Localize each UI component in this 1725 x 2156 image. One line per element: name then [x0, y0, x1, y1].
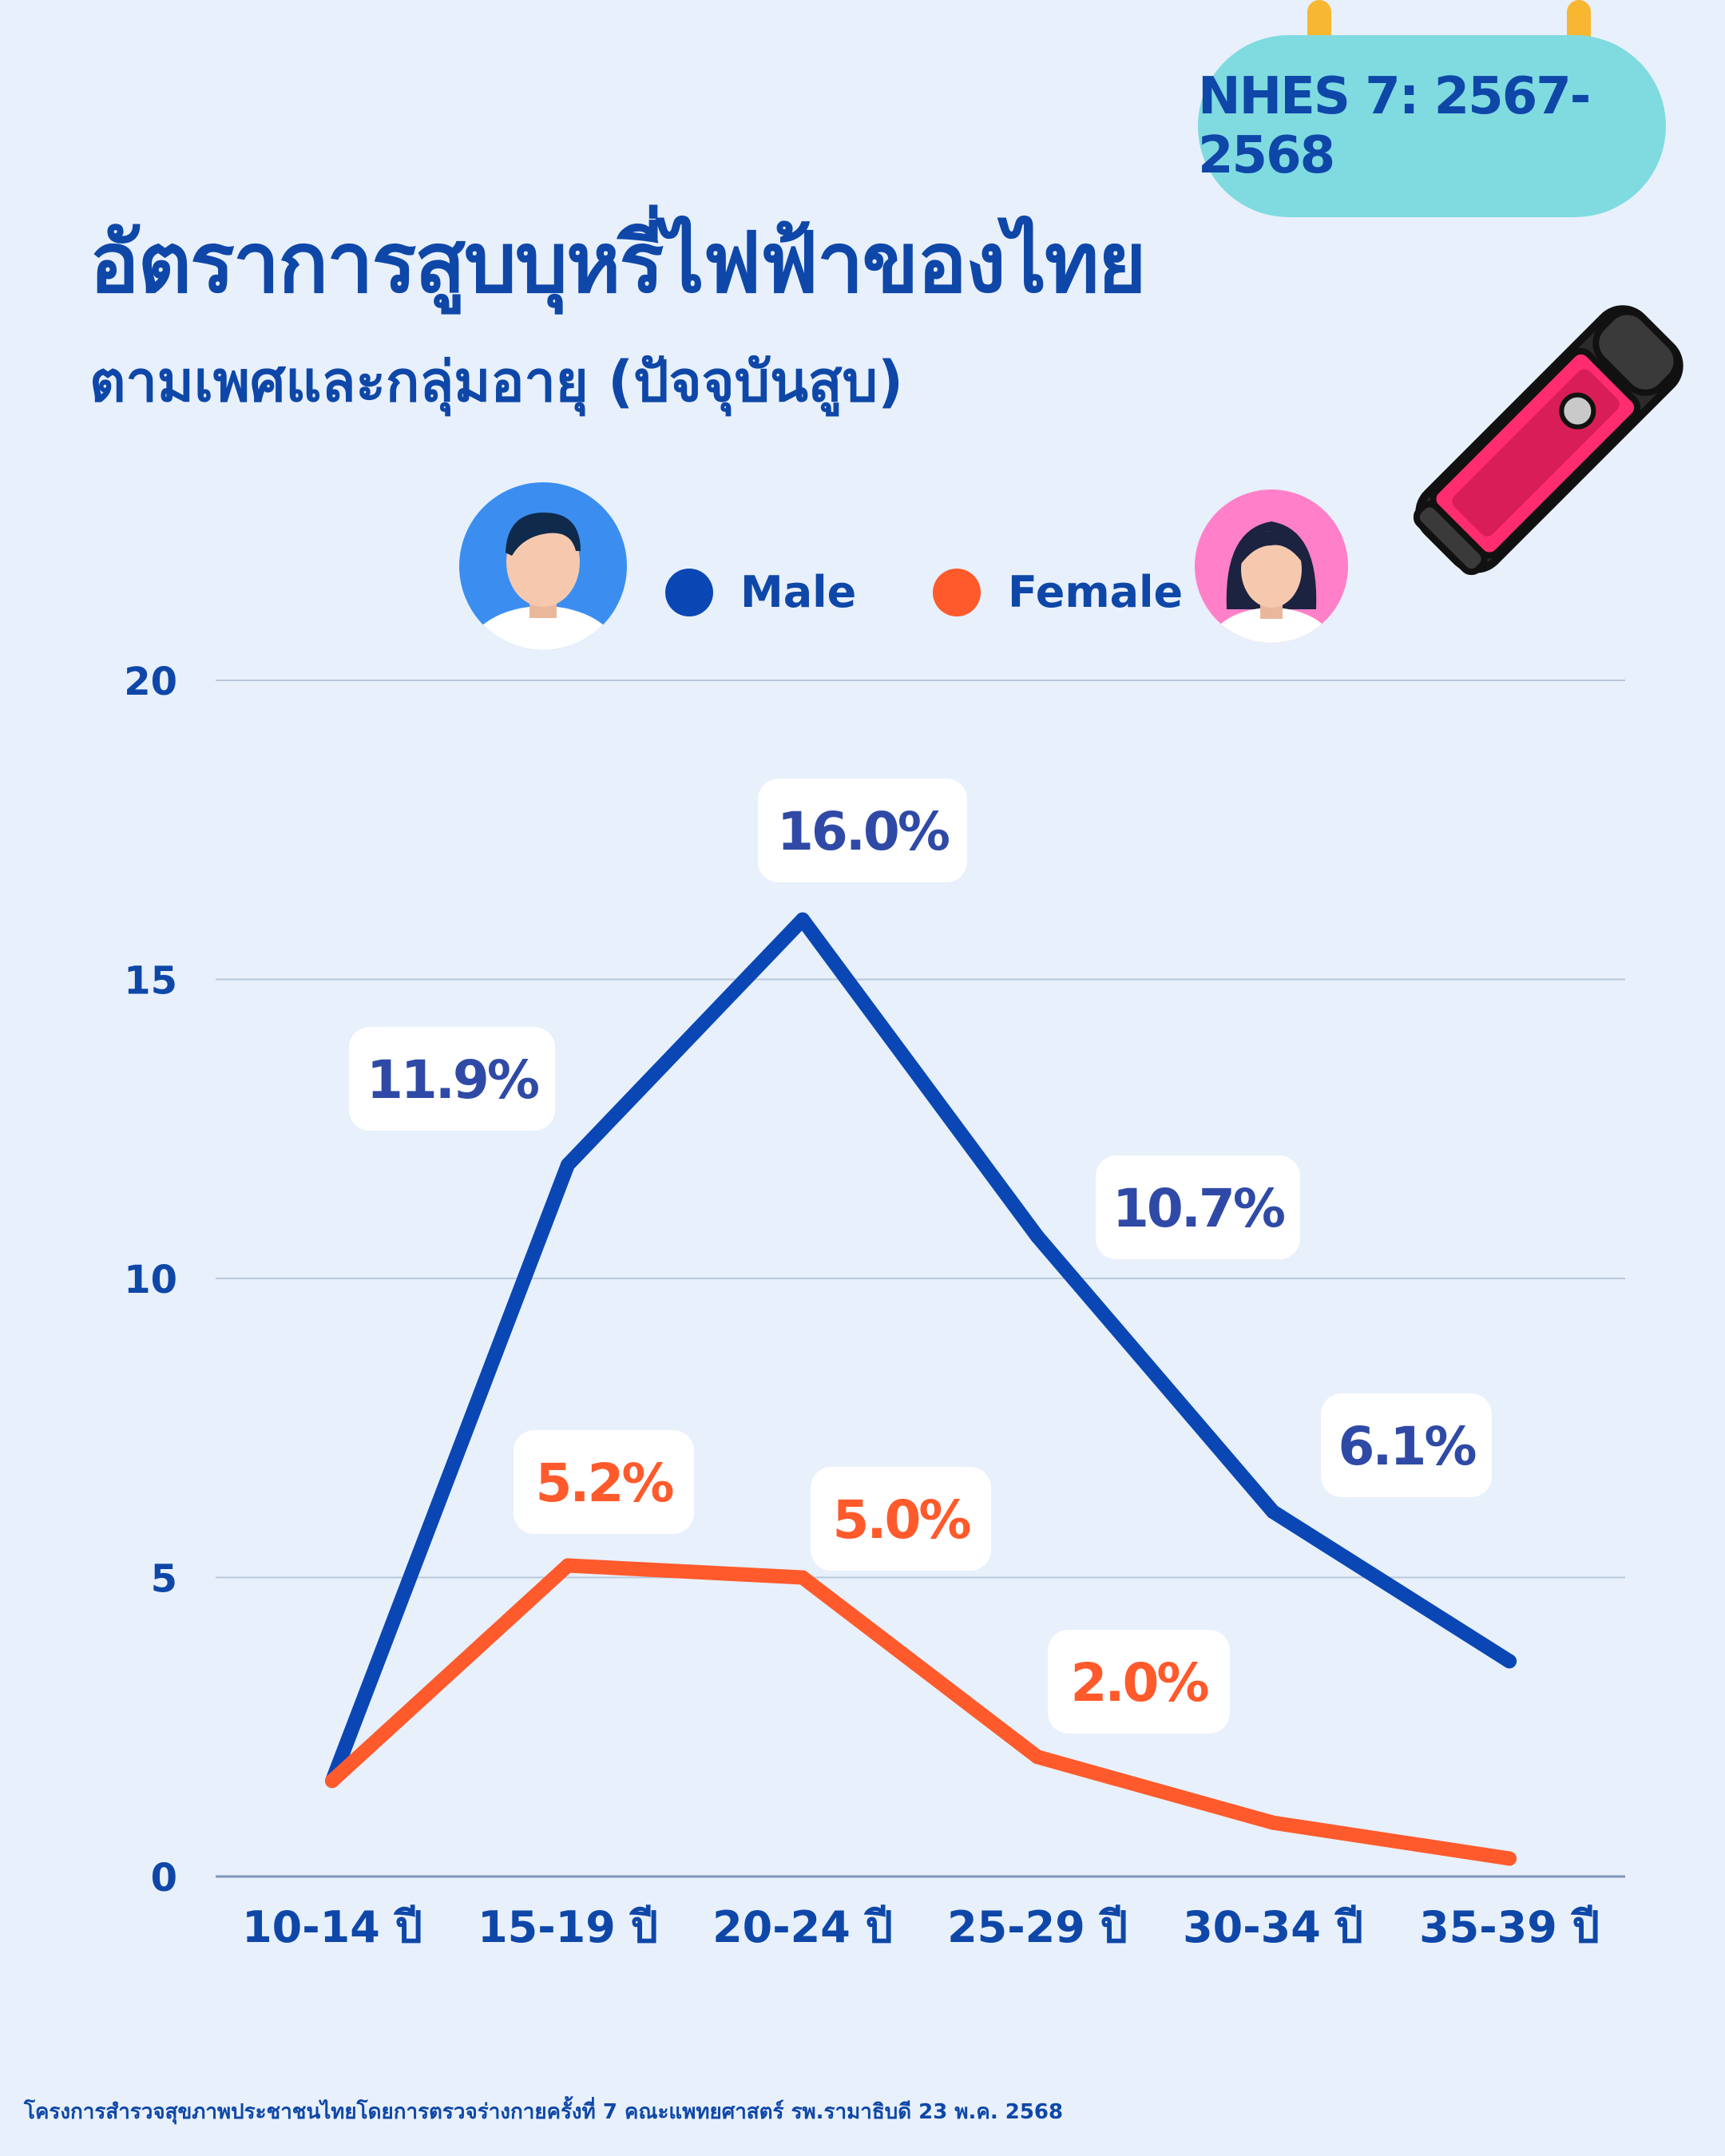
- data-point-male: [1030, 1229, 1045, 1244]
- y-tick-label: 0: [151, 1856, 177, 1900]
- x-tick-label: 20-24 ปี: [712, 1902, 893, 1952]
- series-line-female: [325, 1558, 1517, 1866]
- data-point-female: [1030, 1750, 1045, 1765]
- y-tick-label: 20: [124, 660, 177, 704]
- y-tick-label: 10: [124, 1258, 177, 1302]
- data-label-box: [1048, 1630, 1230, 1734]
- data-point-female: [561, 1558, 575, 1573]
- survey-badge: NHES 7: 2567-2568: [1198, 35, 1666, 217]
- legend-label-female: Female: [1008, 567, 1184, 617]
- data-label-box: [1321, 1393, 1492, 1497]
- data-label: 2.0%: [1070, 1652, 1208, 1714]
- legend-male: Male: [665, 567, 856, 617]
- x-tick-label: 30-34 ปี: [1183, 1902, 1363, 1952]
- data-point-male: [561, 1157, 575, 1172]
- data-label-box: [349, 1027, 555, 1131]
- data-label: 5.2%: [535, 1453, 673, 1514]
- x-tick-label: 35-39 ปี: [1419, 1902, 1600, 1952]
- male-avatar-icon: [459, 482, 627, 650]
- data-label-box: [1096, 1155, 1300, 1259]
- page-subtitle: ตามเพศและกลุ่มอายุ (ปัจจุบันสูบ): [89, 349, 904, 414]
- legend-dot-male: [665, 568, 713, 616]
- y-tick-label: 15: [124, 959, 177, 1004]
- e-cigarette-icon: [1413, 305, 1683, 576]
- page-title: อัตราการสูบบุหรี่ไฟฟ้าของไทย: [89, 214, 1147, 311]
- data-point-male: [1502, 1654, 1517, 1669]
- legend-label-male: Male: [740, 567, 857, 617]
- legend-female: Female: [933, 567, 1183, 617]
- legend-dot-female: [933, 568, 981, 616]
- data-label: 5.0%: [832, 1489, 970, 1551]
- series-line-male: [325, 912, 1517, 1789]
- data-label-box: [514, 1430, 694, 1534]
- data-label-box: [811, 1467, 991, 1571]
- x-tick-label: 25-29 ปี: [947, 1902, 1128, 1952]
- data-label: 6.1%: [1338, 1416, 1476, 1477]
- y-tick-label: 5: [151, 1557, 177, 1602]
- data-label: 11.9%: [367, 1049, 539, 1111]
- data-point-male: [795, 912, 810, 927]
- data-point-female: [1502, 1851, 1517, 1866]
- data-label: 16.0%: [777, 801, 950, 862]
- x-tick-label: 15-19 ปี: [478, 1902, 658, 1952]
- x-tick-label: 10-14 ปี: [242, 1902, 422, 1952]
- female-avatar-icon: [1195, 489, 1348, 643]
- data-point-female: [1266, 1815, 1280, 1830]
- data-point-male: [1266, 1504, 1280, 1520]
- source-footer: โครงการสำรวจสุขภาพประชาชนไทยโดยการตรวจร่…: [24, 2100, 1064, 2124]
- data-label: 10.7%: [1112, 1178, 1285, 1239]
- data-point-female: [795, 1570, 810, 1585]
- data-point-female: [325, 1774, 339, 1789]
- data-point-male: [325, 1774, 339, 1789]
- data-label-box: [758, 779, 967, 882]
